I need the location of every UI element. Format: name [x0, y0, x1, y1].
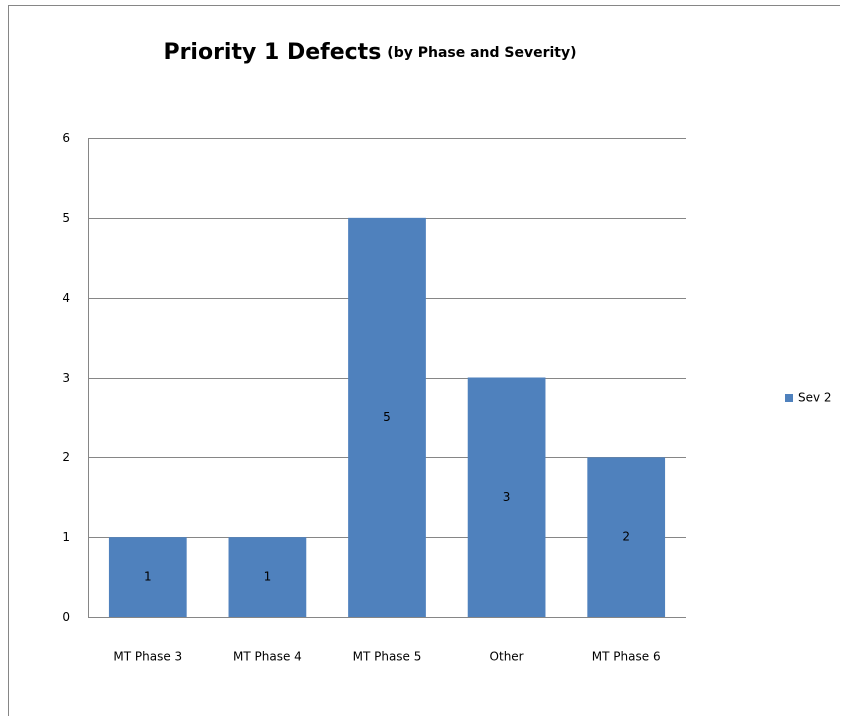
legend-swatch — [785, 394, 793, 402]
y-tick-label: 6 — [62, 131, 70, 145]
data-label: 3 — [503, 490, 511, 504]
chart-title: Priority 1 Defects (by Phase and Severity… — [163, 40, 576, 65]
legend-label: Sev 2 — [798, 391, 832, 405]
data-label: 5 — [383, 410, 391, 424]
y-tick-label: 3 — [62, 371, 70, 385]
y-tick-label: 5 — [62, 211, 70, 225]
title: Priority 1 Defects — [163, 40, 381, 65]
y-tick-label: 1 — [62, 530, 70, 544]
subtitle: (by Phase and Severity) — [387, 45, 576, 61]
x-tick-label: MT Phase 5 — [353, 650, 422, 664]
data-label: 1 — [144, 570, 152, 584]
y-tick-label: 0 — [62, 610, 70, 624]
data-label: 1 — [264, 570, 272, 584]
bar — [587, 457, 666, 617]
bar — [108, 537, 187, 617]
bar — [348, 217, 426, 618]
bar — [467, 377, 546, 617]
data-label: 2 — [622, 530, 630, 544]
y-tick-label: 4 — [62, 291, 70, 305]
x-tick-label: MT Phase 3 — [113, 650, 182, 664]
x-tick-label: MT Phase 6 — [592, 650, 661, 664]
x-tick-label: Other — [490, 650, 524, 664]
x-tick-label: MT Phase 4 — [233, 650, 302, 664]
y-tick-label: 2 — [62, 450, 70, 464]
bar — [228, 537, 307, 617]
